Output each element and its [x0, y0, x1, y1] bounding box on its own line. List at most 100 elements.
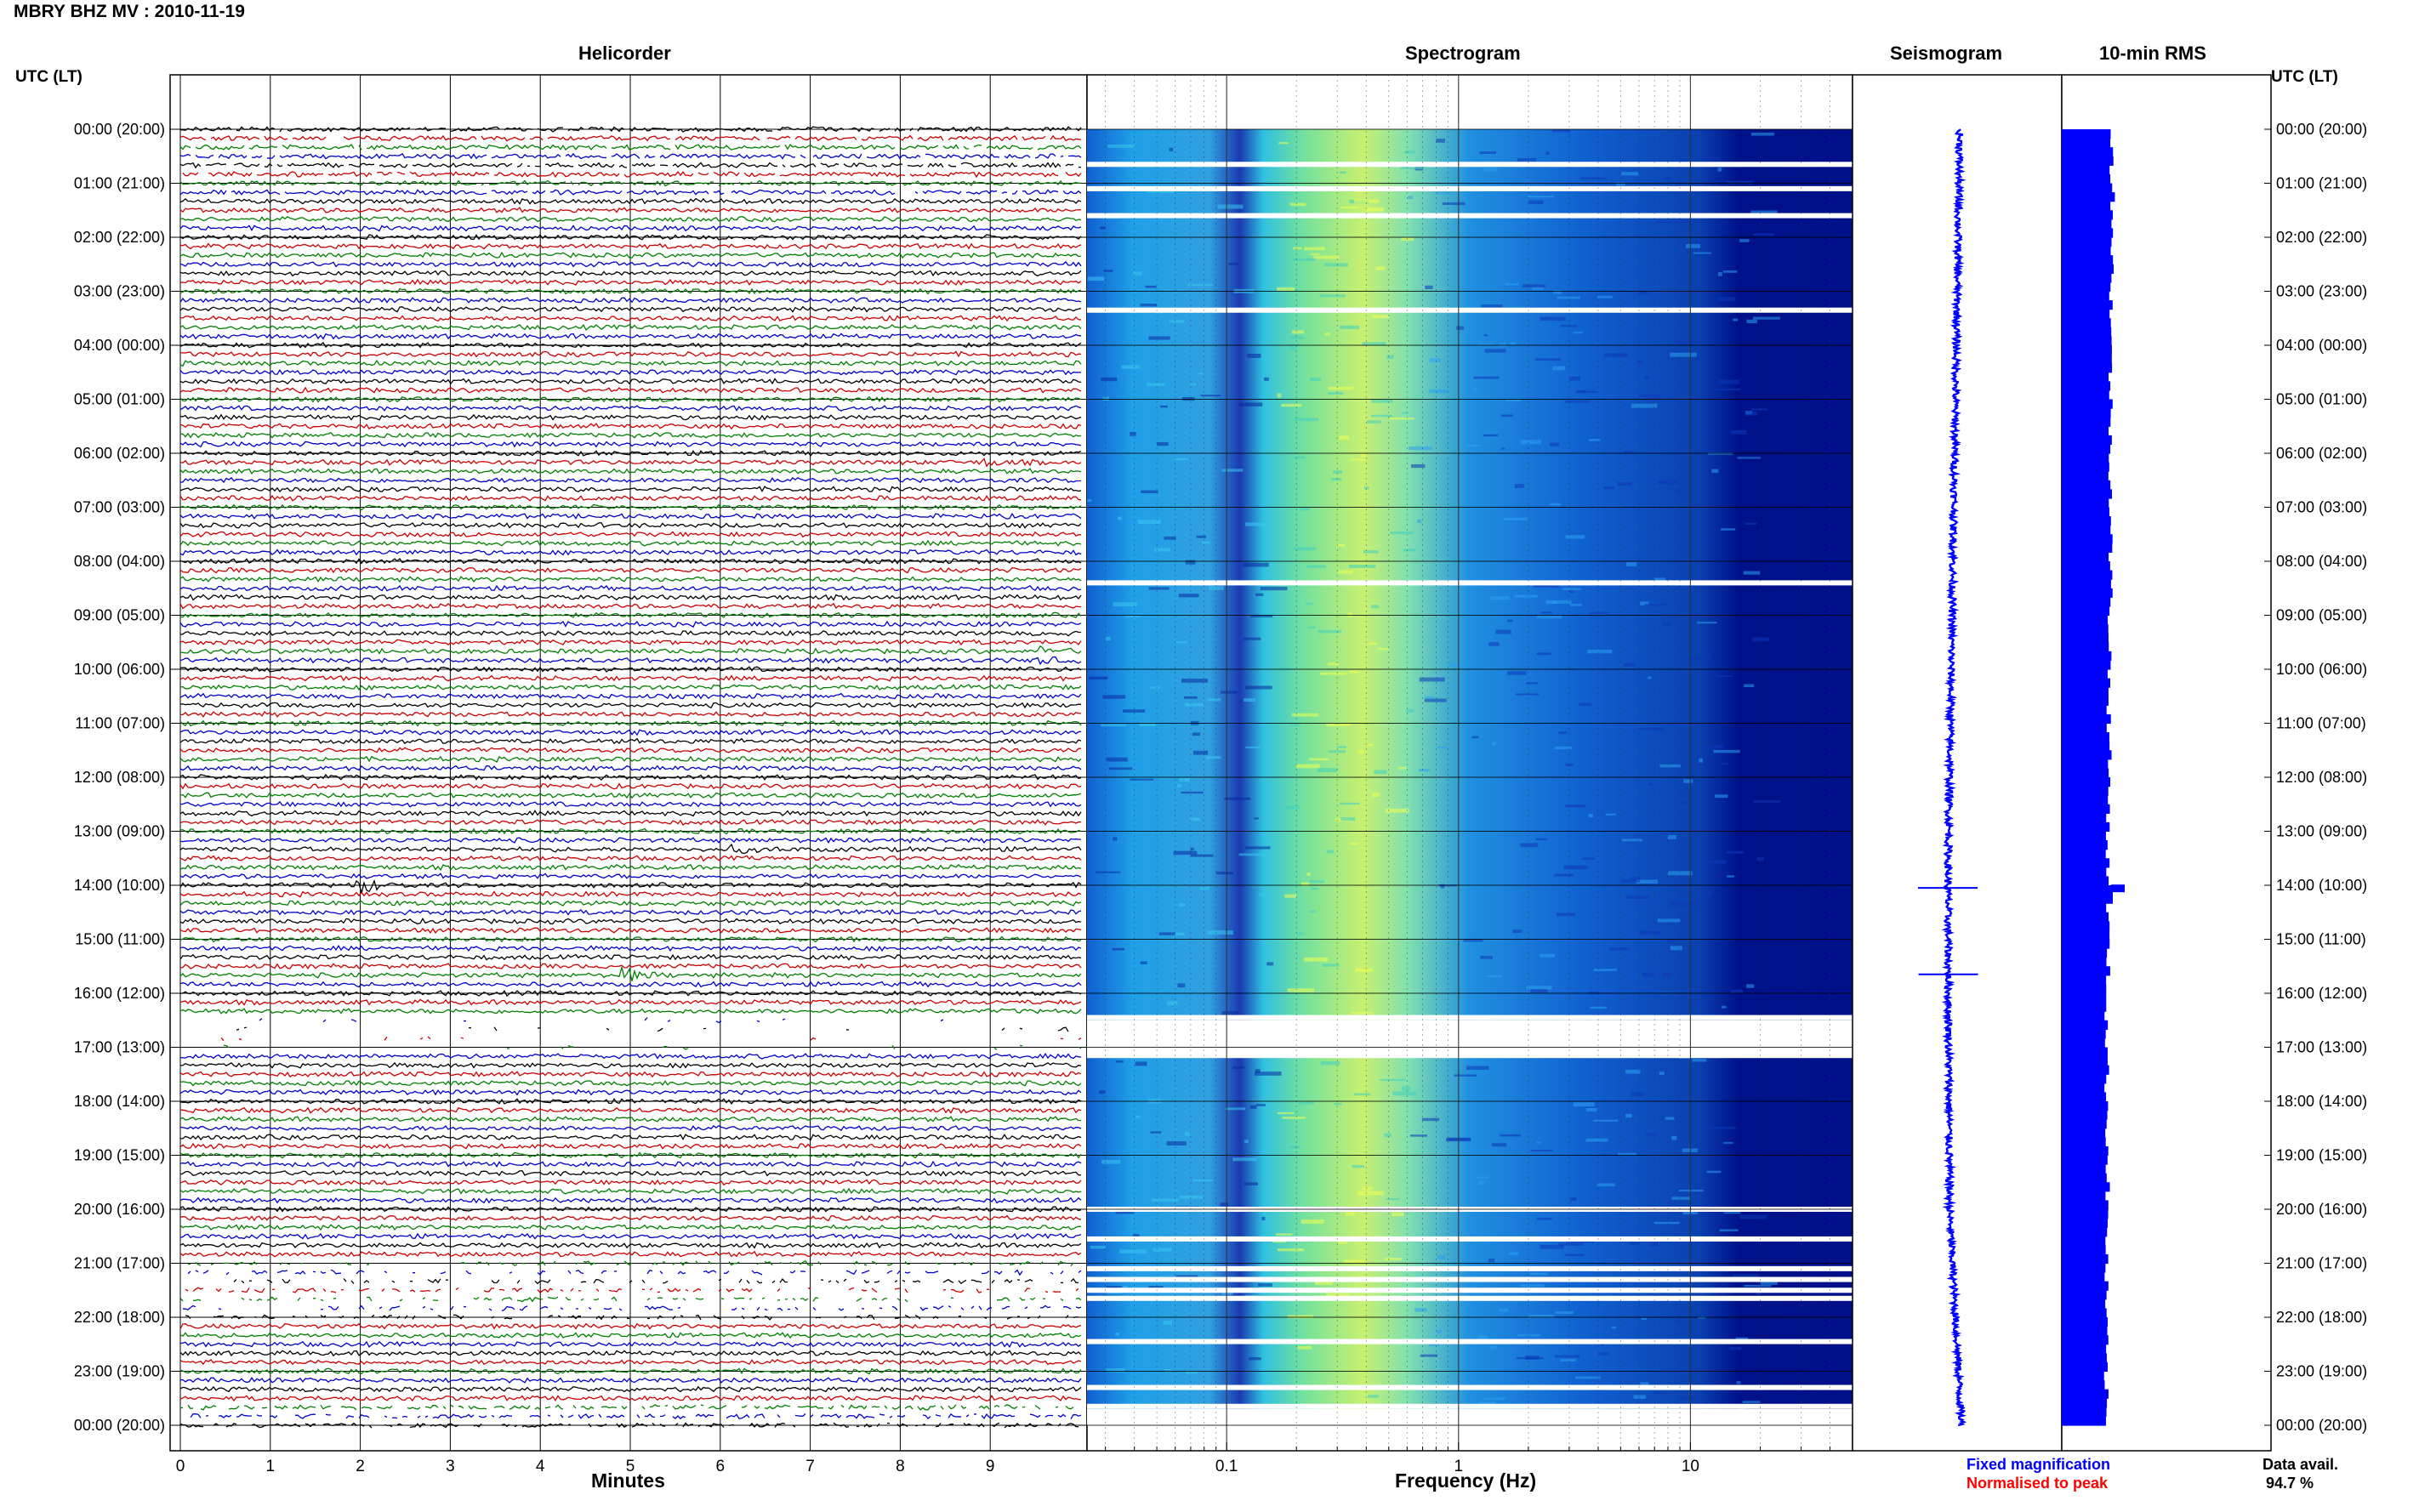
helicorder-tick-label: 1: [266, 1458, 276, 1475]
spectrogram-cell: [1653, 1221, 1681, 1225]
spectrogram-cell: [1238, 402, 1263, 406]
helicorder-trace-row: [179, 674, 1082, 682]
helicorder-trace-row: [179, 144, 1082, 151]
spectrogram-cell: [1363, 486, 1369, 490]
rms-bar: [2062, 300, 2113, 310]
spectrogram-cell: [1185, 1370, 1198, 1374]
hour-label-right: 22:00 (18:00): [2276, 1309, 2367, 1326]
hour-label-left: 01:00 (21:00): [74, 175, 165, 192]
spectrogram-cell: [1564, 400, 1590, 403]
spectrogram-cell: [1276, 1233, 1293, 1236]
spectrogram-cell: [1526, 986, 1552, 990]
helicorder-trace-row: [179, 441, 1082, 448]
spectrogram-cell: [1533, 583, 1560, 588]
spectrogram-cell: [1113, 602, 1138, 607]
spectrogram-cell: [1115, 1332, 1119, 1336]
spectrogram-cell: [1354, 199, 1380, 203]
spectrogram-cell: [1717, 168, 1722, 172]
spectrogram-cell: [1202, 541, 1211, 544]
spectrogram-cell: [1721, 1005, 1727, 1009]
spectrogram-data-gap: [1087, 1403, 1853, 1409]
spectrogram-cell: [1629, 1242, 1641, 1245]
rms-bar: [2062, 173, 2111, 185]
spectrogram-cell: [1089, 676, 1108, 680]
spectrogram-cell: [1562, 588, 1581, 590]
spectrogram-cell: [1481, 304, 1503, 308]
helicorder-trace-row: [179, 1358, 1082, 1366]
spectrogram-cell: [1328, 386, 1354, 390]
rms-bar: [2062, 1317, 2109, 1327]
spectrogram-cell: [1340, 325, 1360, 329]
spectrogram-cell: [1326, 850, 1335, 854]
spectrogram-cell: [1648, 782, 1653, 786]
spectrogram-cell: [1723, 1141, 1733, 1144]
spectrogram-cell: [1366, 207, 1385, 212]
hour-label-left: 18:00 (14:00): [74, 1093, 165, 1110]
helicorder-trace-row: [179, 234, 1082, 241]
spectrogram-cell: [1259, 892, 1264, 896]
rms-bar: [2062, 741, 2110, 751]
spectrogram-cell: [1624, 662, 1636, 667]
spectrogram-cell: [1582, 857, 1596, 860]
rms-bar: [2062, 291, 2109, 301]
rms-bar: [2062, 1128, 2106, 1138]
helicorder-trace-row: [179, 584, 1082, 592]
spectrogram-cell: [1350, 843, 1359, 845]
spectrogram-cell: [1535, 838, 1548, 841]
helicorder-trace-row: [190, 1413, 1082, 1420]
rms-spike-bar: [2111, 884, 2125, 893]
helicorder-trace-row: [179, 333, 1082, 340]
spectrogram-cell: [1745, 522, 1757, 526]
data-avail-label: Data avail.: [2262, 1456, 2339, 1473]
rms-bar: [2062, 840, 2108, 850]
spectrogram-cell: [1671, 1197, 1690, 1200]
spectrogram-cell: [1329, 750, 1346, 753]
hour-label-left: 15:00 (11:00): [75, 931, 165, 948]
spectrogram-cell: [1603, 486, 1615, 490]
spectrogram-cell: [1555, 1310, 1574, 1315]
spectrogram-cell: [1179, 1195, 1204, 1199]
spectrogram-data-gap: [1087, 1287, 1853, 1293]
helicorder-trace-row: [220, 1036, 1082, 1042]
spectrogram-cell: [1169, 147, 1174, 152]
spectrogram-cell: [1514, 483, 1524, 488]
spectrogram-cell: [1626, 561, 1637, 566]
rms-bar: [2062, 426, 2109, 436]
spectrogram-cell: [1244, 1182, 1258, 1185]
spectrogram-cell: [1477, 1335, 1488, 1339]
hour-label-right: 21:00 (17:00): [2276, 1255, 2367, 1272]
hour-label-left: 14:00 (10:00): [74, 877, 165, 894]
spectrogram-cell: [1617, 481, 1632, 486]
rms-bar: [2062, 1037, 2105, 1049]
spectrogram-cell: [1179, 777, 1191, 782]
spectrogram-cell: [1425, 285, 1433, 290]
spectrogram-cell: [1483, 168, 1498, 172]
spectrogram-cell: [1421, 1117, 1440, 1122]
spectrogram-cell: [1254, 1071, 1282, 1076]
hour-label-left: 13:00 (09:00): [74, 823, 165, 840]
spectrogram-cell: [1515, 693, 1539, 696]
spectrogram-cell: [1529, 1272, 1548, 1276]
spectrogram-cell: [1554, 1355, 1580, 1358]
spectrogram-cell: [1680, 1395, 1699, 1400]
hour-label-right: 00:00 (20:00): [2276, 1417, 2367, 1434]
spectrogram-cell: [1408, 196, 1414, 199]
helicorder-trace-row: [179, 765, 1082, 772]
rms-bar: [2062, 579, 2111, 589]
spectrogram-cell: [1554, 746, 1572, 750]
spectrogram-cell: [1657, 918, 1681, 923]
rms-bar: [2062, 1344, 2107, 1354]
spectrogram-cell: [1644, 375, 1650, 379]
spectrogram-cell: [1153, 1248, 1172, 1252]
rms-bar: [2062, 1371, 2104, 1381]
spectrogram-cell: [1187, 283, 1214, 287]
spectrogram-cell: [1573, 332, 1583, 334]
frequency-axis-label: Frequency (Hz): [1395, 1469, 1537, 1492]
spectrogram-cell: [1296, 764, 1320, 769]
helicorder-tick-label: 0: [176, 1458, 185, 1475]
spectrogram-cell: [1558, 1242, 1585, 1246]
spectrogram-cell: [1249, 1105, 1257, 1109]
helicorder-tick-label: 7: [805, 1458, 815, 1475]
spectrogram-cell: [1667, 871, 1693, 876]
rms-bar: [2062, 849, 2106, 859]
